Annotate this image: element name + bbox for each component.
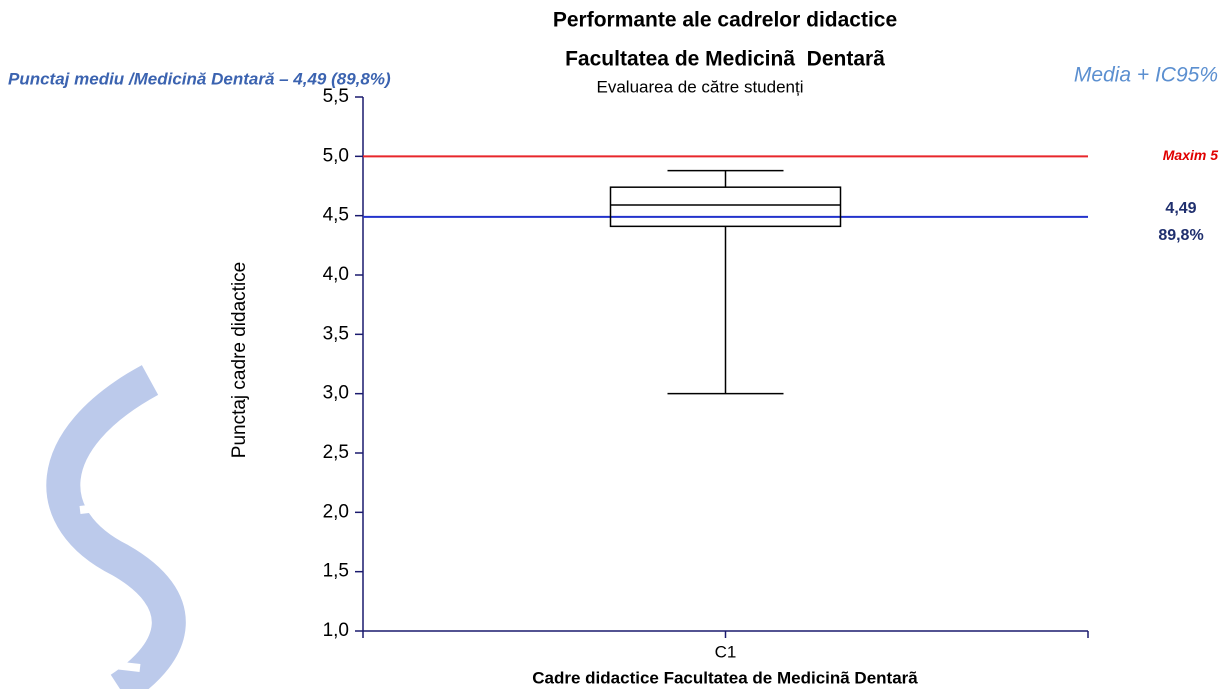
annotation: Media + IC95% bbox=[1074, 64, 1218, 87]
chart-subtitle: Evaluarea de către studenți bbox=[597, 77, 804, 96]
y-tick-label: 1,0 bbox=[323, 620, 349, 641]
y-axis-title: Punctaj cadre didactice bbox=[229, 262, 250, 458]
y-tick-label: 3,5 bbox=[323, 323, 349, 344]
x-tick-label: C1 bbox=[715, 642, 737, 661]
reference-label: 4,49 bbox=[1165, 200, 1196, 217]
x-axis-title: Cadre didactice Facultatea de Medicinã D… bbox=[532, 668, 918, 687]
y-tick-label: 5,0 bbox=[323, 145, 349, 166]
y-tick-label: 2,0 bbox=[323, 501, 349, 522]
annotation: Punctaj mediu /Medicină Dentară – 4,49 (… bbox=[8, 69, 391, 88]
chart-title: Performante ale cadrelor didactice bbox=[553, 9, 897, 32]
y-tick-label: 4,5 bbox=[323, 205, 349, 226]
y-tick-label: 3,0 bbox=[323, 383, 349, 404]
y-tick-label: 5,5 bbox=[323, 86, 349, 107]
y-tick-label: 2,5 bbox=[323, 442, 349, 463]
reference-label: 89,8% bbox=[1158, 227, 1203, 244]
box bbox=[609, 186, 842, 228]
reference-label: Maxim 5 bbox=[1163, 147, 1218, 163]
y-tick-label: 1,5 bbox=[323, 561, 349, 582]
y-tick-label: 4,0 bbox=[323, 264, 349, 285]
dna-logo bbox=[46, 365, 186, 689]
chart-title: Facultatea de Medicinã Dentarã bbox=[565, 48, 885, 71]
